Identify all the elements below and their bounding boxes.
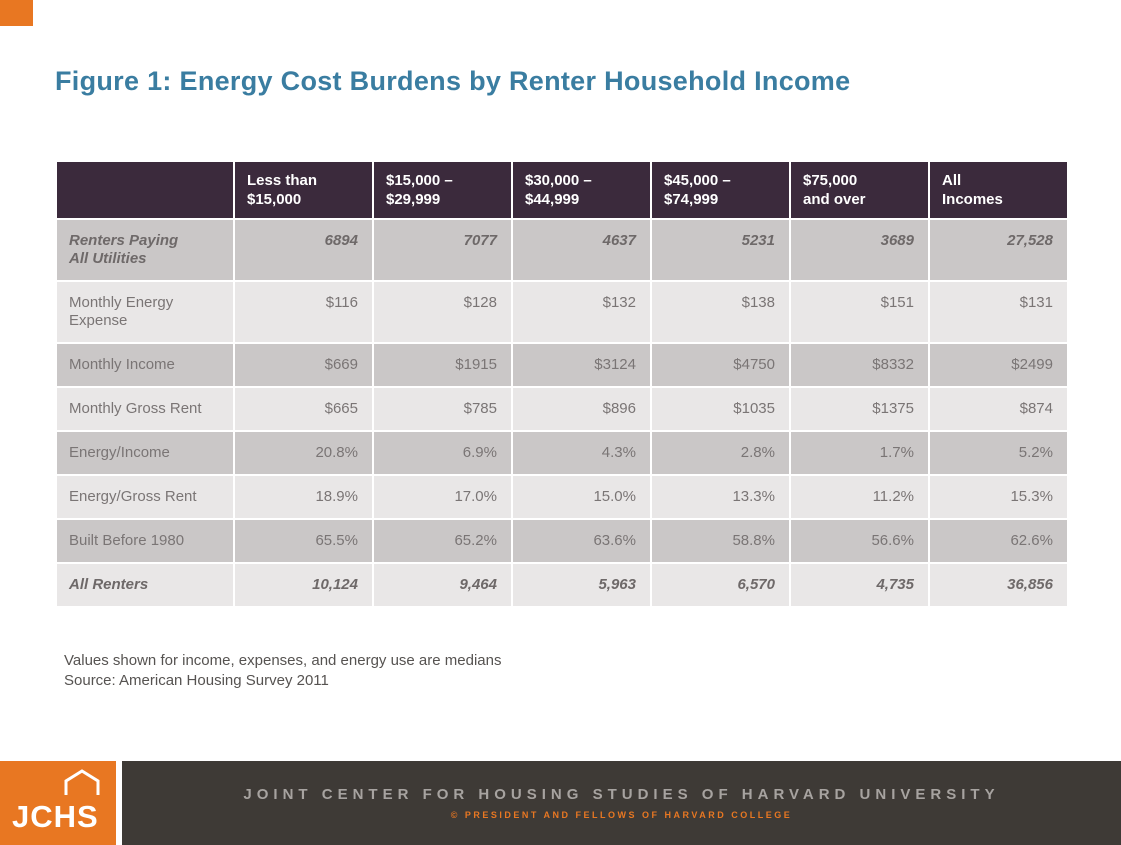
value-cell: $669 xyxy=(235,344,372,386)
value-cell: 5231 xyxy=(652,220,789,280)
value-cell: 11.2% xyxy=(791,476,928,518)
column-header: $75,000 and over xyxy=(791,162,928,218)
value-cell: 62.6% xyxy=(930,520,1067,562)
row-label: All Renters xyxy=(57,564,233,606)
value-cell: $8332 xyxy=(791,344,928,386)
house-icon xyxy=(64,769,100,795)
value-cell: $665 xyxy=(235,388,372,430)
footnote-medians: Values shown for income, expenses, and e… xyxy=(64,652,502,669)
value-cell: 15.3% xyxy=(930,476,1067,518)
value-cell: $2499 xyxy=(930,344,1067,386)
value-cell: 9,464 xyxy=(374,564,511,606)
table-header-row: Less than $15,000 $15,000 – $29,999 $30,… xyxy=(57,162,1067,218)
value-cell: 10,124 xyxy=(235,564,372,606)
value-cell: 20.8% xyxy=(235,432,372,474)
value-cell: $132 xyxy=(513,282,650,342)
value-cell: $128 xyxy=(374,282,511,342)
row-label: Monthly Energy Expense xyxy=(57,282,233,342)
value-cell: 27,528 xyxy=(930,220,1067,280)
value-cell: 56.6% xyxy=(791,520,928,562)
value-cell: 5.2% xyxy=(930,432,1067,474)
table-row: Monthly Energy Expense $116 $128 $132 $1… xyxy=(57,282,1067,342)
row-label: Monthly Income xyxy=(57,344,233,386)
value-cell: $4750 xyxy=(652,344,789,386)
row-label: Energy/Income xyxy=(57,432,233,474)
value-cell: $138 xyxy=(652,282,789,342)
row-label: Monthly Gross Rent xyxy=(57,388,233,430)
column-header: $30,000 – $44,999 xyxy=(513,162,650,218)
figure-title: Figure 1: Energy Cost Burdens by Renter … xyxy=(55,66,851,96)
row-label: Energy/Gross Rent xyxy=(57,476,233,518)
value-cell: $151 xyxy=(791,282,928,342)
footer: JCHS JOINT CENTER FOR HOUSING STUDIES OF… xyxy=(0,761,1121,845)
value-cell: 2.8% xyxy=(652,432,789,474)
value-cell: 6894 xyxy=(235,220,372,280)
value-cell: $1035 xyxy=(652,388,789,430)
value-cell: 13.3% xyxy=(652,476,789,518)
value-cell: $3124 xyxy=(513,344,650,386)
footer-org-name: JOINT CENTER FOR HOUSING STUDIES OF HARV… xyxy=(243,786,1000,803)
value-cell: 65.5% xyxy=(235,520,372,562)
footnote-source: Source: American Housing Survey 2011 xyxy=(64,672,329,689)
table-row: Renters Paying All Utilities 6894 7077 4… xyxy=(57,220,1067,280)
value-cell: 63.6% xyxy=(513,520,650,562)
value-cell: 15.0% xyxy=(513,476,650,518)
value-cell: 1.7% xyxy=(791,432,928,474)
value-cell: 18.9% xyxy=(235,476,372,518)
value-cell: 4,735 xyxy=(791,564,928,606)
row-label: Renters Paying All Utilities xyxy=(57,220,233,280)
corner-accent-mark xyxy=(0,0,33,26)
table-row: All Renters 10,124 9,464 5,963 6,570 4,7… xyxy=(57,564,1067,606)
value-cell: $874 xyxy=(930,388,1067,430)
row-label: Built Before 1980 xyxy=(57,520,233,562)
value-cell: 7077 xyxy=(374,220,511,280)
value-cell: $1915 xyxy=(374,344,511,386)
value-cell: 17.0% xyxy=(374,476,511,518)
footnotes: Values shown for income, expenses, and e… xyxy=(64,651,501,691)
footer-bar: JOINT CENTER FOR HOUSING STUDIES OF HARV… xyxy=(122,761,1121,845)
value-cell: $131 xyxy=(930,282,1067,342)
value-cell: 4637 xyxy=(513,220,650,280)
table-row: Energy/Gross Rent 18.9% 17.0% 15.0% 13.3… xyxy=(57,476,1067,518)
value-cell: $116 xyxy=(235,282,372,342)
value-cell: $1375 xyxy=(791,388,928,430)
energy-cost-table: Less than $15,000 $15,000 – $29,999 $30,… xyxy=(55,160,1069,608)
column-header: $45,000 – $74,999 xyxy=(652,162,789,218)
value-cell: 3689 xyxy=(791,220,928,280)
column-header: $15,000 – $29,999 xyxy=(374,162,511,218)
column-header: All Incomes xyxy=(930,162,1067,218)
logo-text: JCHS xyxy=(12,799,99,834)
table-row: Monthly Gross Rent $665 $785 $896 $1035 … xyxy=(57,388,1067,430)
value-cell: 65.2% xyxy=(374,520,511,562)
value-cell: $896 xyxy=(513,388,650,430)
value-cell: 58.8% xyxy=(652,520,789,562)
value-cell: $785 xyxy=(374,388,511,430)
value-cell: 6.9% xyxy=(374,432,511,474)
column-header-blank xyxy=(57,162,233,218)
value-cell: 5,963 xyxy=(513,564,650,606)
jchs-logo: JCHS xyxy=(0,761,116,845)
value-cell: 6,570 xyxy=(652,564,789,606)
table-row: Monthly Income $669 $1915 $3124 $4750 $8… xyxy=(57,344,1067,386)
value-cell: 4.3% xyxy=(513,432,650,474)
table-row: Energy/Income 20.8% 6.9% 4.3% 2.8% 1.7% … xyxy=(57,432,1067,474)
table-row: Built Before 1980 65.5% 65.2% 63.6% 58.8… xyxy=(57,520,1067,562)
value-cell: 36,856 xyxy=(930,564,1067,606)
footer-copyright: © PRESIDENT AND FELLOWS OF HARVARD COLLE… xyxy=(450,810,793,820)
column-header: Less than $15,000 xyxy=(235,162,372,218)
